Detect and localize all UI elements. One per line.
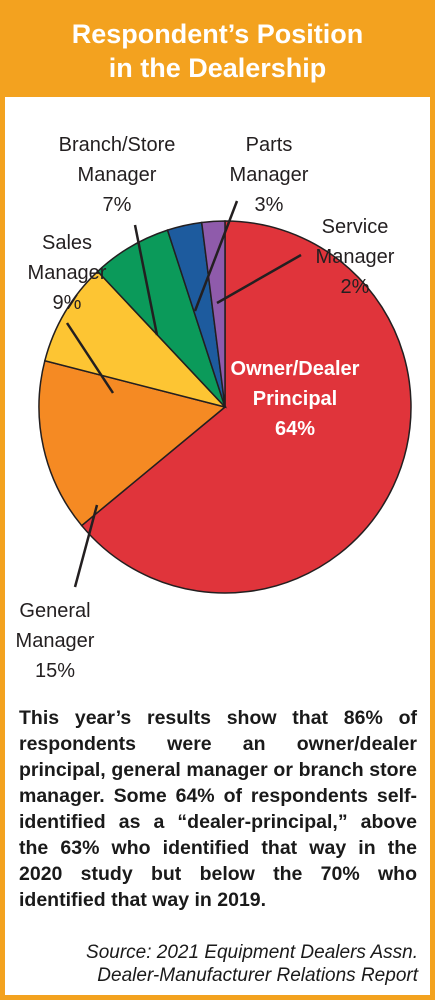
pie-slice-3 (43, 270, 228, 409)
chart-title-line-1: Respondent’s Position (71, 19, 364, 49)
slice-value-3: 9% (53, 292, 82, 314)
slice-name-6-line-1: Service (322, 216, 389, 238)
slice-label-2: General Manager 15% (16, 600, 95, 682)
slice-label-6: Service Manager 2% (316, 216, 395, 298)
leader-line-4 (133, 224, 159, 336)
slice-name-4-line-2: Manager (78, 164, 157, 186)
chart-title-line-2: in the Dealership (108, 53, 327, 83)
slice-value-5: 3% (255, 194, 284, 216)
slice-name-1-line-1: Owner/Dealer (231, 358, 360, 380)
slice-name-2-line-2: Manager (16, 630, 95, 652)
slice-name-2-line-1: General (19, 600, 90, 622)
slice-value-6: 2% (341, 276, 370, 298)
summary-paragraph: This year’s results show that 86% of res… (19, 707, 417, 911)
leader-line-3 (65, 322, 115, 394)
source-note: Source: 2021 Equipment Dealers Assn. Dea… (8, 941, 418, 987)
leader-line-2 (73, 504, 99, 588)
slice-name-5-line-1: Parts (246, 134, 293, 156)
slice-name-4-line-1: Branch/Store (59, 134, 176, 156)
slice-label-3: Sales Manager 9% (28, 232, 107, 314)
pie-slice-1 (80, 220, 412, 594)
slice-name-3-line-2: Manager (28, 262, 107, 284)
leader-line-5 (193, 200, 239, 312)
slice-label-1: Owner/Dealer Principal 64% (231, 358, 360, 440)
source-line-2: Dealer-Manufacturer Relations Report (97, 965, 418, 986)
slice-label-5: Parts Manager 3% (230, 134, 309, 216)
pie-chart: Owner/Dealer Principal 64% General Manager 15… (16, 134, 412, 682)
slice-value-4: 7% (103, 194, 132, 216)
slice-name-5-line-2: Manager (230, 164, 309, 186)
slice-value-2: 15% (35, 660, 75, 682)
pie-slice-6 (200, 220, 226, 408)
slice-name-1-line-2: Principal (253, 388, 337, 410)
slice-name-6-line-2: Manager (316, 246, 395, 268)
source-line-1: Source: 2021 Equipment Dealers Assn. (86, 942, 418, 963)
slice-name-3-line-1: Sales (42, 232, 92, 254)
slice-label-4: Branch/Store Manager 7% (59, 134, 176, 216)
pie-slice-2 (38, 359, 227, 527)
chart-title: Respondent’s Position in the Dealership (5, 5, 430, 97)
slice-value-1: 64% (275, 418, 315, 440)
leader-line-6 (216, 253, 302, 305)
